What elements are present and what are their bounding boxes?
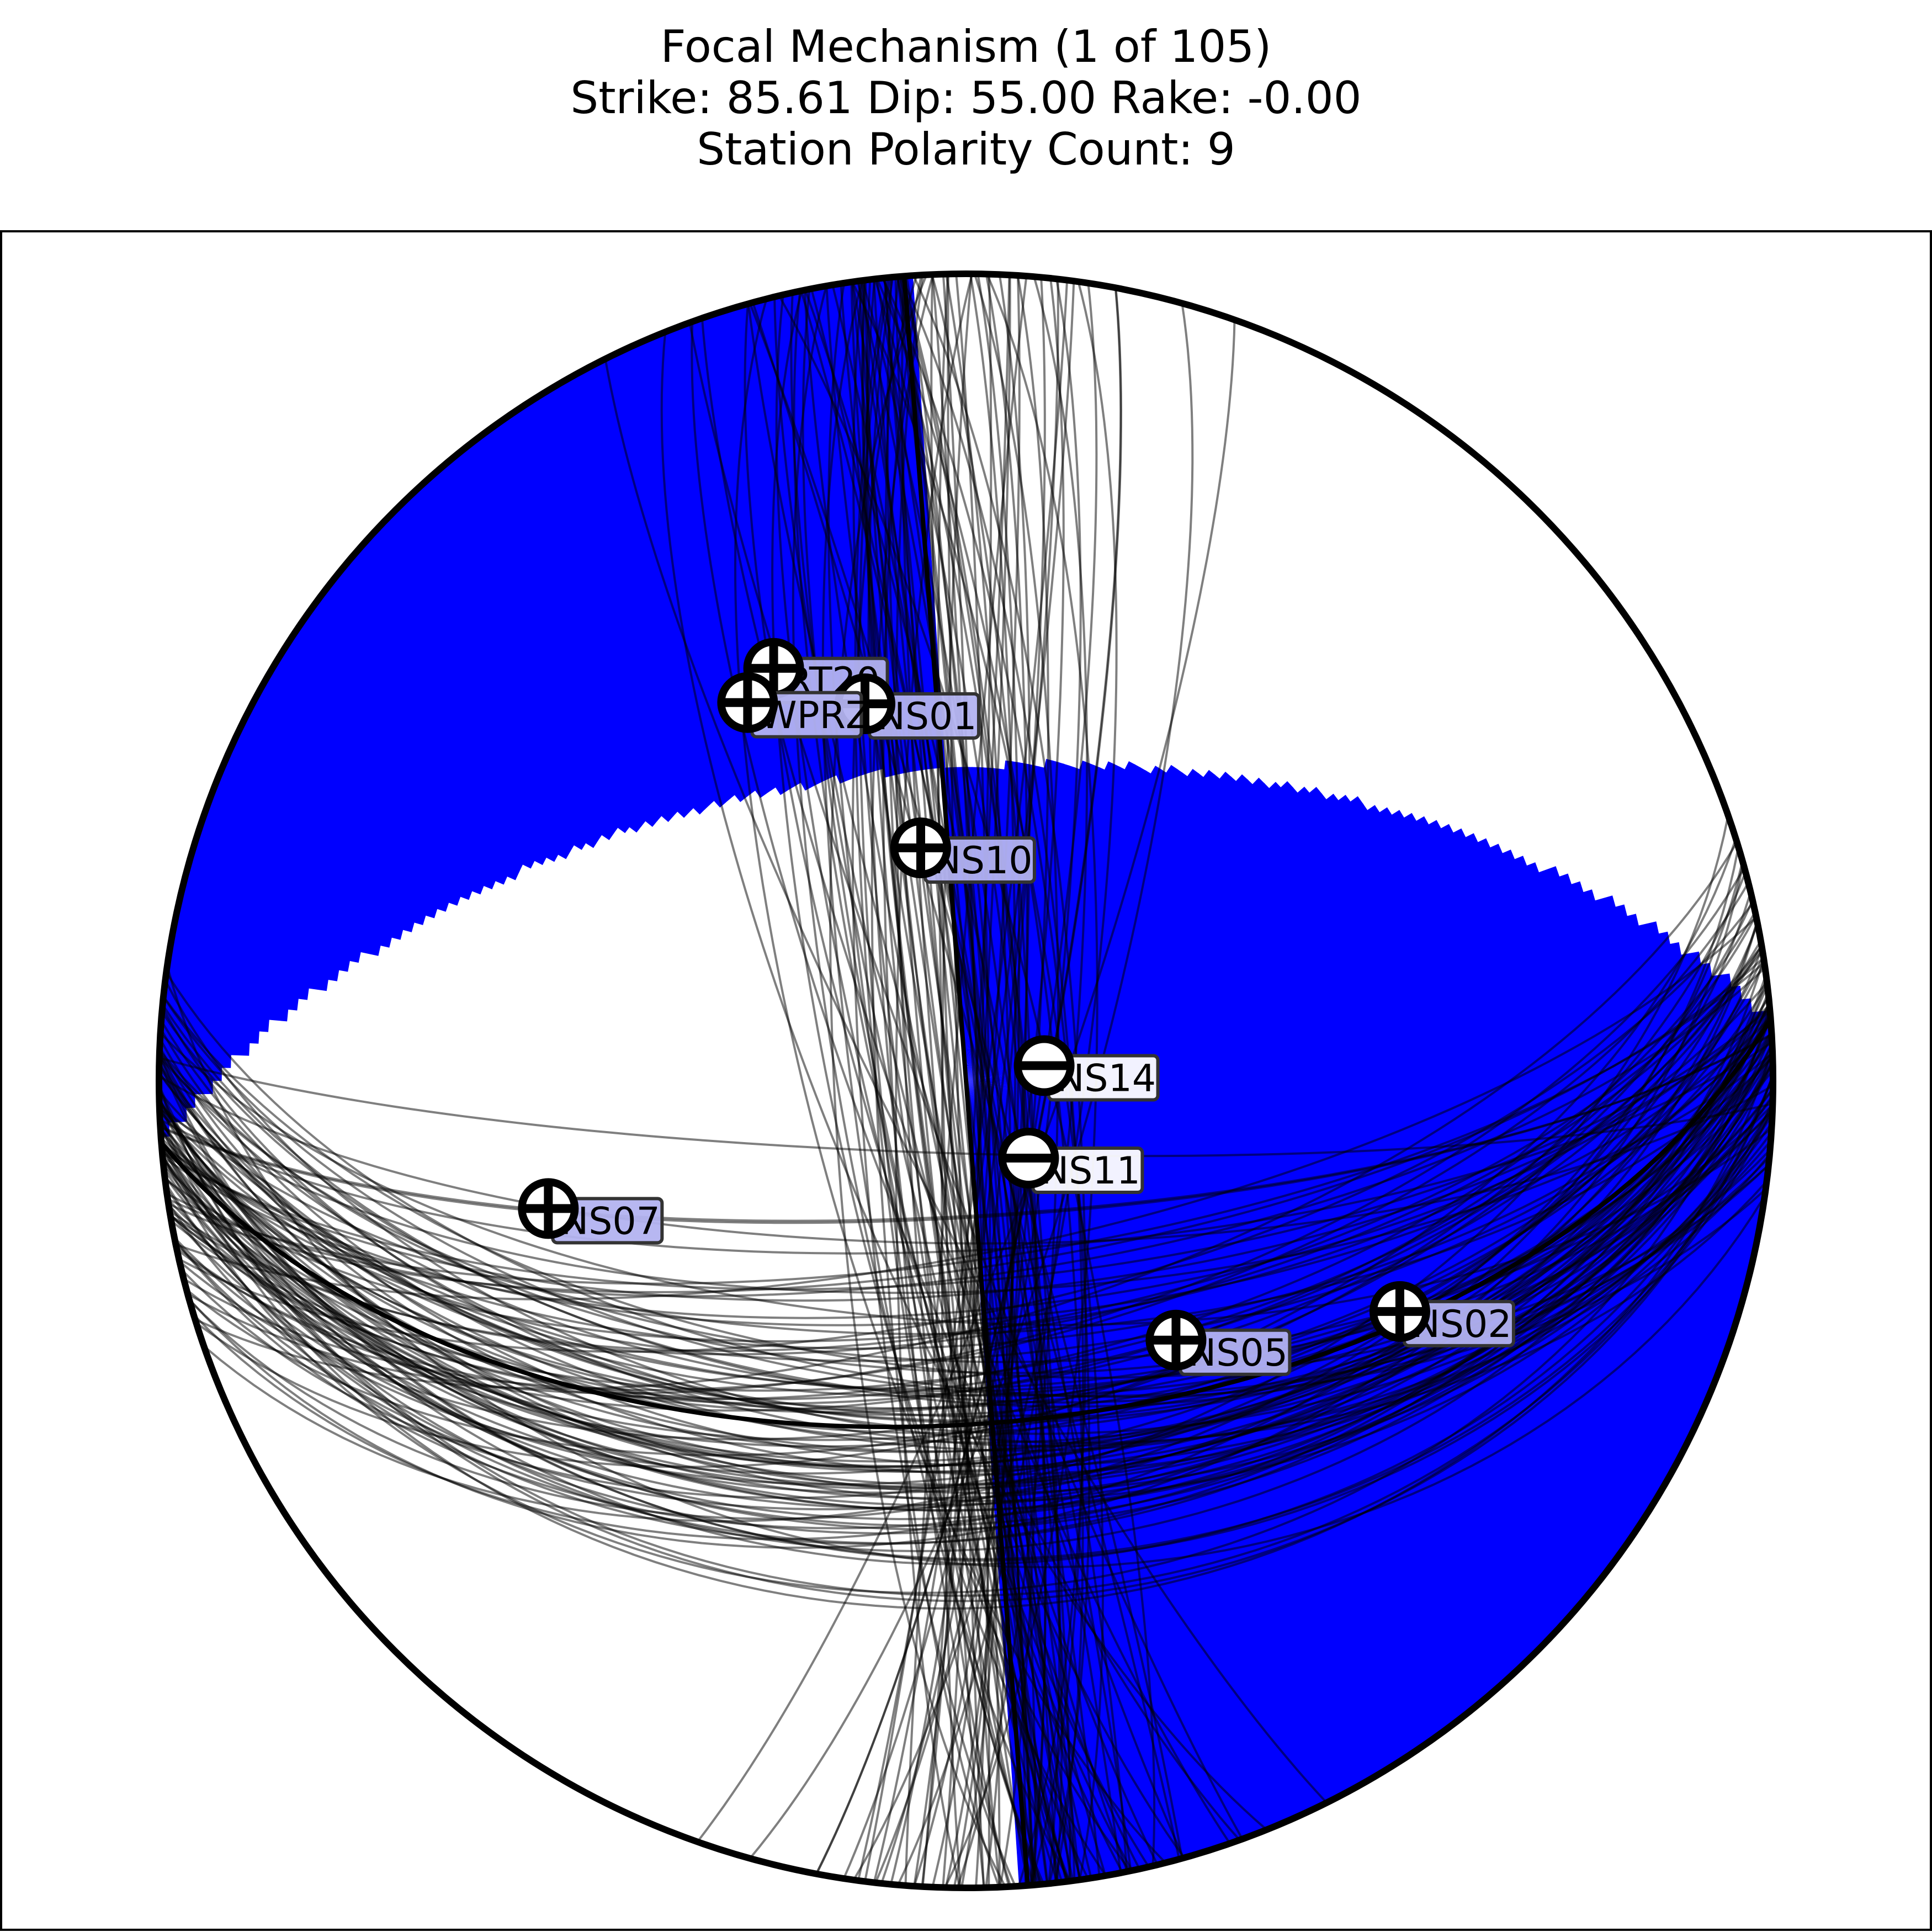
auxiliary-plane-line (866, 279, 1063, 1883)
nodal-plane-line (173, 923, 1759, 1475)
auxiliary-plane-line (825, 285, 1107, 1876)
auxiliary-plane-line (851, 282, 1081, 1880)
nodal-plane-line (166, 967, 1766, 1298)
auxiliary-plane-line (852, 280, 1071, 1882)
station-wprz: WPRZ (717, 672, 871, 739)
nodal-plane-line (161, 1004, 1770, 1408)
station-ns07: NS07 (518, 1178, 664, 1245)
auxiliary-plane-line (895, 274, 1010, 1887)
station-label: WPRZ (760, 694, 871, 737)
auxiliary-plane-line (884, 276, 1034, 1886)
station-ns14: NS14 (1013, 1035, 1160, 1102)
auxiliary-plane-line (744, 304, 1185, 1859)
best-auxiliary-plane (902, 275, 1030, 1886)
nodal-plane-line (159, 1054, 1773, 1512)
auxiliary-plane-line (804, 289, 1128, 1872)
nodal-plane-line (169, 945, 1763, 1352)
nodal-plane-line (160, 1031, 1772, 1410)
nodal-plane-line (161, 1010, 1771, 1302)
auxiliary-plane-line (691, 321, 1241, 1841)
station-ns10: NS10 (890, 818, 1036, 884)
nodal-plane-line (159, 1075, 1773, 1602)
auxiliary-plane-line (734, 298, 1166, 1864)
nodal-plane-line (183, 882, 1750, 1392)
title-line-1: Focal Mechanism (1 of 105) (661, 21, 1272, 72)
auxiliary-plane-line (688, 322, 1244, 1840)
auxiliary-plane-line (800, 290, 1132, 1871)
nodal-plane-line (159, 1053, 1773, 1562)
auxiliary-plane-line (792, 285, 1107, 1877)
nodal-plane-line (188, 862, 1744, 1549)
nodal-plane-line (169, 946, 1763, 1405)
title-line-2: Strike: 85.61 Dip: 55.00 Rake: -0.00 (570, 72, 1361, 124)
nodal-plane-line (161, 1007, 1771, 1291)
nodal-plane-line (159, 1059, 1773, 1561)
nodal-plane-line (169, 944, 1763, 1392)
nodal-plane-line (159, 1065, 1773, 1444)
auxiliary-plane-line (895, 274, 974, 1888)
auxiliary-plane-line (751, 302, 1181, 1860)
auxiliary-plane-line (696, 320, 1236, 1843)
nodal-plane-line (159, 1049, 1773, 1374)
station-ns02: NS02 (1369, 1281, 1515, 1347)
station-ns01: NS01 (834, 673, 980, 740)
nodal-plane-line (159, 1057, 1773, 1158)
station-ns05: NS05 (1145, 1309, 1292, 1376)
title-line-3: Station Polarity Count: 9 (697, 124, 1235, 175)
stereonet-outline (156, 270, 1776, 1891)
auxiliary-plane-line (749, 302, 1183, 1859)
station-ns11: NS11 (998, 1128, 1144, 1195)
nodal-plane-line (168, 957, 1765, 1293)
nodal-plane-line (159, 1038, 1773, 1468)
nodal-plane-line (167, 962, 1765, 1285)
nodal-plane-line (159, 1052, 1773, 1294)
stereonet (156, 270, 1776, 1891)
auxiliary-plane-line (793, 291, 1133, 1871)
auxiliary-plane-line (937, 274, 985, 1888)
auxiliary-plane-line (604, 358, 1328, 1804)
nodal-plane-line (203, 815, 1729, 1522)
auxiliary-plane-line (831, 284, 1101, 1877)
auxiliary-plane-line (851, 282, 1081, 1880)
nodal-plane-line (159, 1055, 1773, 1494)
auxiliary-plane-line (889, 277, 1046, 1885)
auxiliary-plane-line (749, 303, 1194, 1859)
nodal-plane-line (162, 995, 1770, 1379)
chart-title: Focal Mechanism (1 of 105) Strike: 85.61… (570, 21, 1361, 175)
auxiliary-plane-line (700, 318, 1231, 1844)
